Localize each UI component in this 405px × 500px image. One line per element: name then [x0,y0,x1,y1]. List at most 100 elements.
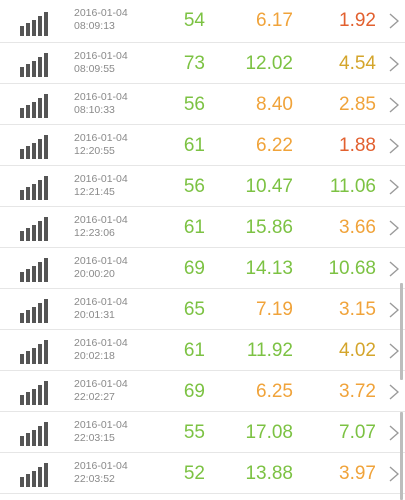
result-time: 20:00:20 [74,268,115,280]
signal-bars-icon [20,299,52,323]
upload-value: 1.92 [339,10,376,31]
result-row[interactable]: 2016-01-04 20:01:31 65 7.19 3.15 [0,289,405,330]
signal-bars-icon [20,422,52,446]
chevron-right-icon[interactable] [389,261,399,277]
download-value: 11.92 [246,340,293,361]
result-date: 2016-01-04 [74,91,128,103]
ping-value: 69 [183,381,205,402]
chevron-right-icon[interactable] [389,13,399,29]
result-row[interactable]: 2016-01-04 08:09:13 54 6.17 1.92 [0,0,405,43]
result-row[interactable]: 2016-01-04 20:00:20 69 14.13 10.68 [0,248,405,289]
signal-bars-icon [20,258,52,282]
chevron-right-icon[interactable] [389,56,399,72]
timestamp: 2016-01-04 08:09:13 [74,7,128,33]
chevron-right-icon[interactable] [389,138,399,154]
ping-value: 56 [183,94,205,115]
timestamp: 2016-01-04 08:10:33 [74,91,128,117]
result-row[interactable]: 2016-01-04 12:21:45 56 10.47 11.06 [0,166,405,207]
download-value: 8.40 [256,94,293,115]
timestamp: 2016-01-04 20:02:18 [74,337,128,363]
chevron-right-icon[interactable] [389,97,399,113]
upload-value: 10.68 [328,258,376,279]
upload-value: 3.97 [339,463,376,484]
download-value: 6.22 [256,135,293,156]
ping-value: 69 [183,258,205,279]
result-row[interactable]: 2016-01-04 12:23:06 61 15.86 3.66 [0,207,405,248]
result-time: 20:01:31 [74,309,115,321]
result-time: 20:02:18 [74,350,115,362]
chevron-right-icon[interactable] [389,220,399,236]
ping-value: 61 [183,217,205,238]
result-time: 08:09:55 [74,63,115,75]
timestamp: 2016-01-04 22:02:27 [74,378,128,404]
result-date: 2016-01-04 [74,378,128,390]
download-value: 12.02 [245,53,293,74]
result-date: 2016-01-04 [74,296,128,308]
chevron-right-icon[interactable] [389,384,399,400]
result-row[interactable]: 2016-01-04 22:03:15 55 17.08 7.07 [0,412,405,453]
result-row[interactable]: 2016-01-04 08:10:33 56 8.40 2.85 [0,84,405,125]
upload-value: 7.07 [339,422,376,443]
download-value: 15.86 [245,217,293,238]
result-time: 12:20:55 [74,145,115,157]
chevron-right-icon[interactable] [389,179,399,195]
result-time: 08:10:33 [74,104,115,116]
upload-value: 3.66 [339,217,376,238]
upload-value: 4.54 [339,53,376,74]
ping-value: 54 [183,10,205,31]
upload-value: 1.88 [339,135,376,156]
result-row[interactable]: 2016-01-04 12:20:55 61 6.22 1.88 [0,125,405,166]
upload-value: 11.06 [329,176,376,197]
ping-value: 61 [183,135,205,156]
download-value: 14.13 [245,258,293,279]
ping-value: 65 [183,299,205,320]
result-time: 22:03:15 [74,432,115,444]
chevron-right-icon[interactable] [389,343,399,359]
result-date: 2016-01-04 [74,255,128,267]
signal-bars-icon [20,94,52,118]
chevron-right-icon[interactable] [389,466,399,482]
ping-value: 56 [183,176,205,197]
signal-bars-icon [20,53,52,77]
result-date: 2016-01-04 [74,214,128,226]
timestamp: 2016-01-04 12:20:55 [74,132,128,158]
result-time: 22:03:52 [74,473,115,485]
result-row[interactable]: 2016-01-04 22:02:27 69 6.25 3.72 [0,371,405,412]
result-row[interactable]: 2016-01-04 20:02:18 61 11.92 4.02 [0,330,405,371]
result-date: 2016-01-04 [74,50,128,62]
ping-value: 55 [183,422,205,443]
signal-bars-icon [20,217,52,241]
timestamp: 2016-01-04 20:00:20 [74,255,128,281]
download-value: 6.17 [256,10,293,31]
scrollbar[interactable] [400,283,403,380]
timestamp: 2016-01-04 08:09:55 [74,50,128,76]
result-date: 2016-01-04 [74,337,128,349]
download-value: 13.88 [245,463,293,484]
ping-value: 61 [183,340,205,361]
signal-bars-icon [20,176,52,200]
result-row[interactable]: 2016-01-04 22:03:52 52 13.88 3.97 [0,453,405,494]
result-row[interactable]: 2016-01-04 08:09:55 73 12.02 4.54 [0,43,405,84]
signal-bars-icon [20,12,52,36]
result-time: 12:21:45 [74,186,115,198]
timestamp: 2016-01-04 20:01:31 [74,296,128,322]
result-date: 2016-01-04 [74,7,128,19]
timestamp: 2016-01-04 22:03:15 [74,419,128,445]
signal-bars-icon [20,463,52,487]
download-value: 10.47 [245,176,293,197]
upload-value: 2.85 [339,94,376,115]
result-date: 2016-01-04 [74,419,128,431]
chevron-right-icon[interactable] [389,425,399,441]
result-date: 2016-01-04 [74,132,128,144]
scrollbar-track-lower[interactable] [400,412,403,500]
signal-bars-icon [20,381,52,405]
result-date: 2016-01-04 [74,173,128,185]
timestamp: 2016-01-04 12:21:45 [74,173,128,199]
timestamp: 2016-01-04 12:23:06 [74,214,128,240]
ping-value: 52 [183,463,205,484]
result-time: 12:23:06 [74,227,115,239]
upload-value: 3.72 [339,381,376,402]
chevron-right-icon[interactable] [389,302,399,318]
upload-value: 4.02 [339,340,376,361]
